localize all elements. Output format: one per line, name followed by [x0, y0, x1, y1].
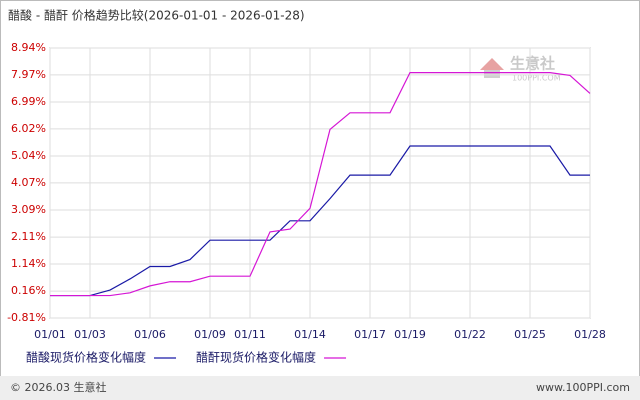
watermark: 生意社 100PPI.COM — [480, 55, 561, 83]
x-tick-label: 01/28 — [574, 328, 606, 341]
x-tick-label: 01/09 — [194, 328, 226, 341]
y-tick-label: -0.81% — [7, 311, 46, 324]
footer-copyright: © 2026.03 生意社 — [10, 380, 106, 394]
series-line — [50, 72, 591, 297]
legend-label: 醋酐现货价格变化幅度 — [196, 350, 316, 365]
legend-label: 醋酸现货价格变化幅度 — [26, 350, 146, 365]
x-tick-label: 01/25 — [514, 328, 546, 341]
chart-title: 醋酸 - 醋酐 价格趋势比较(2026-01-01 - 2026-01-28) — [8, 8, 305, 23]
footer-band — [0, 376, 640, 400]
y-tick-label: 6.02% — [11, 122, 46, 135]
x-tick-label: 01/03 — [74, 328, 106, 341]
series-line — [50, 145, 590, 297]
x-tick-label: 01/06 — [134, 328, 166, 341]
y-tick-label: 5.04% — [11, 149, 46, 162]
y-tick-label: 8.94% — [11, 41, 46, 54]
watermark-site: 100PPI.COM — [512, 74, 561, 83]
watermark-icon — [484, 70, 500, 78]
y-tick-label: 0.16% — [11, 284, 46, 297]
y-tick-label: 2.11% — [11, 230, 46, 243]
watermark-icon — [480, 58, 504, 70]
watermark-brand: 生意社 — [510, 55, 555, 73]
footer-site: www.100PPI.com — [536, 381, 630, 394]
y-tick-label: 1.14% — [11, 257, 46, 270]
x-tick-label: 01/17 — [354, 328, 386, 341]
x-tick-label: 01/22 — [454, 328, 486, 341]
x-tick-label: 01/11 — [234, 328, 266, 341]
y-tick-label: 6.99% — [11, 95, 46, 108]
x-tick-label: 01/01 — [34, 328, 66, 341]
y-tick-label: 4.07% — [11, 176, 46, 189]
x-tick-label: 01/14 — [294, 328, 326, 341]
y-tick-label: 3.09% — [11, 203, 46, 216]
x-tick-label: 01/19 — [394, 328, 426, 341]
y-tick-label: 7.97% — [11, 68, 46, 81]
